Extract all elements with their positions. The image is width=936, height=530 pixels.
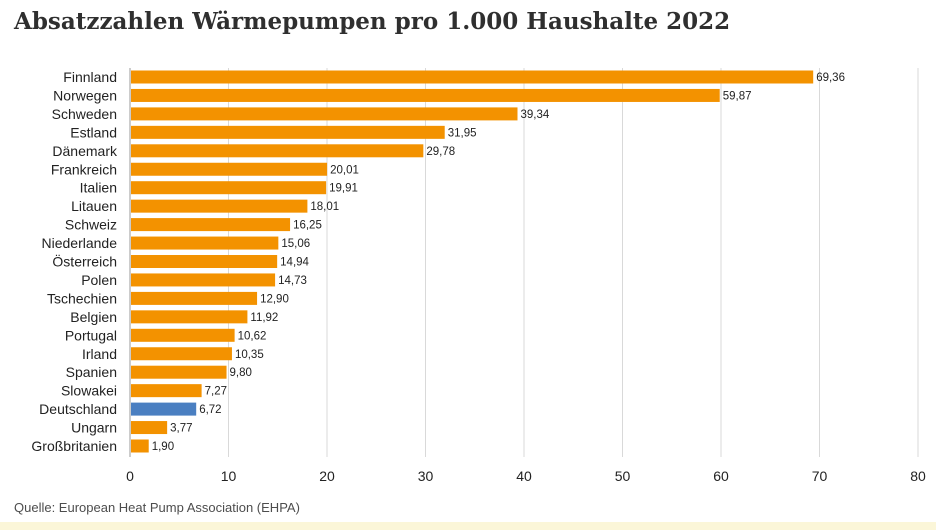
bar	[131, 125, 445, 139]
category-label: Niederlande	[42, 235, 118, 251]
bars	[131, 70, 814, 453]
bar	[131, 384, 202, 398]
category-label: Tschechien	[47, 290, 117, 306]
x-tick-labels: 0 10 20 30 40 50 60 70 80	[126, 468, 926, 484]
value-label: 7,27	[205, 386, 227, 398]
category-label: Polen	[81, 272, 117, 288]
value-label: 18,01	[310, 201, 339, 213]
value-label: 14,94	[280, 257, 309, 269]
value-label: 12,90	[260, 293, 289, 305]
x-tick-label: 50	[615, 468, 631, 484]
value-label: 29,78	[426, 146, 455, 158]
bar	[131, 310, 248, 324]
bar-chart: Finnland Norwegen Schweden Estland Dänemark F…	[31, 68, 926, 484]
category-label: Norwegen	[53, 87, 117, 103]
bar	[131, 199, 308, 213]
x-tick-label: 80	[910, 468, 926, 484]
bar-highlighted	[131, 402, 197, 416]
category-label: Belgien	[70, 309, 117, 325]
bar	[131, 218, 291, 232]
chart-title: Absatzzahlen Wärmepumpen pro 1.000 Haush…	[14, 8, 731, 35]
value-label: 59,87	[723, 90, 752, 102]
bar	[131, 365, 227, 379]
category-label: Estland	[70, 124, 117, 140]
value-label: 16,25	[293, 220, 322, 232]
bar	[131, 181, 327, 195]
bar	[131, 421, 168, 435]
value-label: 31,95	[448, 127, 477, 139]
value-label: 39,34	[520, 109, 549, 121]
x-tick-label: 0	[126, 468, 134, 484]
bar	[131, 255, 278, 268]
value-label: 20,01	[330, 164, 359, 176]
value-label: 10,35	[235, 349, 264, 361]
value-label: 19,91	[329, 183, 358, 195]
x-tick-label: 30	[418, 468, 434, 484]
bar	[131, 273, 276, 287]
value-label: 10,62	[238, 330, 267, 342]
bar	[131, 439, 149, 453]
category-labels: Finnland Norwegen Schweden Estland Dänemark F…	[31, 69, 118, 454]
category-label: Österreich	[52, 253, 117, 270]
category-label: Deutschland	[39, 401, 117, 417]
category-label: Ungarn	[71, 420, 117, 436]
category-label: Dänemark	[52, 143, 118, 159]
x-tick-label: 60	[713, 468, 729, 484]
value-label: 6,72	[199, 404, 221, 416]
bottom-strip	[0, 522, 936, 530]
x-tick-label: 70	[812, 468, 828, 484]
x-tick-label: 20	[319, 468, 335, 484]
category-label: Slowakei	[61, 383, 117, 399]
category-label: Großbritanien	[31, 438, 117, 454]
bar	[131, 144, 424, 158]
bar	[131, 328, 235, 342]
value-label: 15,06	[281, 238, 310, 250]
value-label: 14,73	[278, 275, 307, 287]
category-label: Finnland	[63, 69, 117, 85]
bar	[131, 291, 258, 305]
source-note: Quelle: European Heat Pump Association (…	[14, 500, 300, 515]
bar	[131, 162, 328, 176]
bar	[131, 347, 232, 361]
value-label: 69,36	[816, 72, 845, 84]
category-label: Italien	[80, 180, 117, 196]
category-label: Irland	[82, 346, 117, 362]
chart-area: Finnland Norwegen Schweden Estland Dänemark F…	[31, 68, 926, 484]
bar	[131, 236, 279, 250]
category-label: Portugal	[65, 327, 117, 343]
x-tick-label: 10	[221, 468, 237, 484]
value-label: 11,92	[250, 312, 278, 324]
category-label: Schweden	[52, 106, 117, 122]
bar	[131, 88, 720, 102]
bar	[131, 70, 814, 84]
category-label: Frankreich	[51, 161, 117, 177]
category-label: Schweiz	[65, 217, 117, 233]
category-label: Spanien	[66, 364, 117, 380]
value-label: 1,90	[152, 441, 174, 453]
category-label: Litauen	[71, 198, 117, 214]
value-label: 3,77	[170, 423, 192, 435]
value-labels: 69,36 59,87 39,34 31,95 29,78 20,01 19,91 18,01…	[152, 72, 845, 453]
x-tick-label: 40	[516, 468, 532, 484]
value-label: 9,80	[230, 367, 252, 379]
bar	[131, 107, 518, 121]
